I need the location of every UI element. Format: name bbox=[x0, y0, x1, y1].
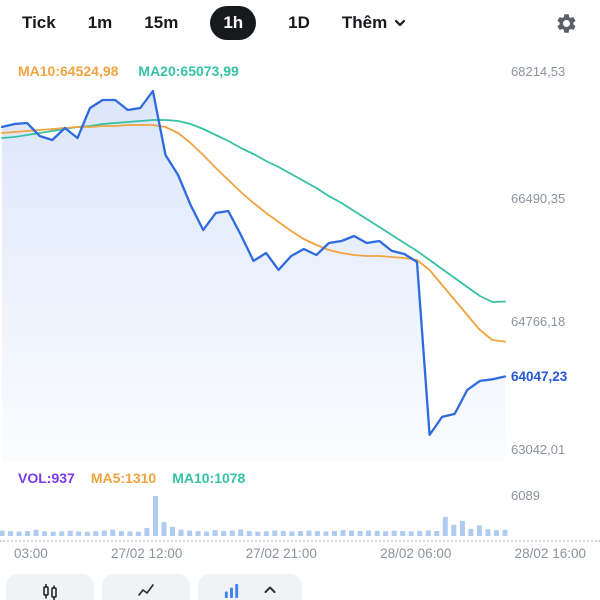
tab-more[interactable]: Thêm bbox=[342, 13, 407, 33]
drawing-tools-button[interactable] bbox=[102, 574, 190, 600]
x-axis-label: 28/02 06:00 bbox=[380, 546, 452, 561]
chevron-up-icon bbox=[264, 586, 275, 593]
interval-tabbar: Tick 1m 15m 1h 1D Thêm bbox=[0, 0, 600, 46]
tab-1h[interactable]: 1h bbox=[210, 6, 257, 40]
vol-value: VOL:937 bbox=[18, 470, 75, 486]
volume-bars bbox=[0, 496, 508, 536]
tab-more-label: Thêm bbox=[341, 13, 388, 32]
tab-1d[interactable]: 1D bbox=[288, 13, 310, 32]
indicator-bars-icon bbox=[224, 583, 238, 599]
x-axis-labels: 03:00 27/02 12:00 27/02 21:00 28/02 06:0… bbox=[0, 546, 600, 561]
ma20-value: MA20:65073,99 bbox=[138, 63, 239, 79]
y-axis-label: 63042,01 bbox=[511, 442, 566, 457]
chevron-down-icon bbox=[395, 19, 406, 27]
line-chart-icon bbox=[138, 584, 154, 596]
vol-ma5-value: MA5:1310 bbox=[90, 470, 157, 486]
price-line bbox=[0, 89, 507, 437]
x-axis-label: 27/02 21:00 bbox=[245, 546, 317, 561]
chart-style-button[interactable] bbox=[6, 574, 94, 600]
indicators-button[interactable] bbox=[198, 574, 302, 600]
price-area bbox=[2, 91, 505, 462]
x-axis-label: 27/02 12:00 bbox=[111, 546, 183, 561]
tab-1m[interactable]: 1m bbox=[87, 13, 113, 32]
volume-axis-label: 6089 bbox=[511, 488, 540, 503]
volume-indicator-row: VOL:937 MA5:1310 MA10:1078 bbox=[18, 470, 245, 486]
y-axis-label: 66490,35 bbox=[511, 191, 566, 206]
y-axis-label: 64766,18 bbox=[511, 314, 566, 329]
current-price-label: 64047,23 bbox=[511, 369, 568, 384]
x-axis-line bbox=[0, 540, 600, 542]
x-axis-label: 28/02 16:00 bbox=[514, 546, 586, 561]
tab-tick[interactable]: Tick bbox=[22, 13, 56, 32]
x-axis-label: 03:00 bbox=[14, 546, 48, 561]
ma10-line bbox=[1, 124, 506, 343]
gear-icon bbox=[557, 13, 576, 33]
vol-ma10-value: MA10:1078 bbox=[172, 470, 246, 486]
tab-15m[interactable]: 15m bbox=[144, 13, 179, 32]
ma10-value: MA10:64524,98 bbox=[18, 63, 119, 79]
ma-indicator-row: MA10:64524,98 MA20:65073,99 bbox=[18, 63, 239, 79]
y-axis-label: 68214,53 bbox=[511, 64, 566, 79]
settings-button[interactable] bbox=[555, 12, 578, 35]
candlestick-icon bbox=[43, 584, 57, 600]
bottom-toolbar bbox=[0, 572, 600, 600]
